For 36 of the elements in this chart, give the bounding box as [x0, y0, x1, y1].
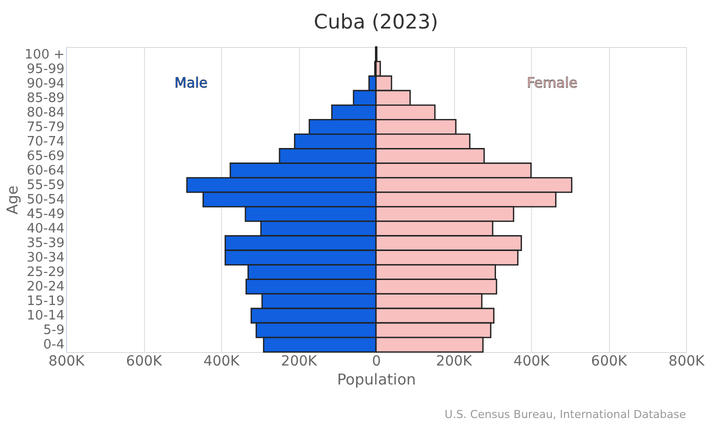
y-axis-title: Age	[4, 185, 22, 215]
y-tick-label: 70-74	[26, 134, 64, 150]
x-tick-label: 600K	[591, 354, 628, 370]
x-axis-title: Population	[337, 370, 416, 388]
y-tick-label: 20-24	[26, 280, 64, 295]
y-tick-label: 80-84	[26, 105, 64, 120]
y-tick-label: 95-99	[26, 62, 64, 77]
y-tick-label: 75-79	[26, 120, 64, 135]
y-tick-label: 55-59	[26, 178, 64, 193]
y-tick-label: 45-49	[26, 207, 64, 222]
y-tick-label: 30-34	[26, 250, 64, 266]
x-tick-label: 600K	[126, 354, 163, 370]
text: Female	[526, 75, 578, 92]
y-tick-label: 10-14	[26, 308, 64, 324]
y-tick-label: 100 +	[24, 47, 64, 62]
x-tick-label: 200K	[436, 354, 473, 370]
y-tick-label: 35-39	[26, 236, 64, 252]
text: Male	[174, 75, 208, 92]
y-tick-label: 60-64	[26, 163, 64, 178]
y-tick-label: 90-94	[26, 76, 64, 92]
y-tick-label: 40-44	[26, 222, 64, 237]
y-tick-label: 0-4	[43, 338, 64, 353]
x-tick-label: 800K	[48, 354, 86, 370]
x-tick-label: 400K	[514, 354, 550, 370]
y-tick-label: 25-29	[26, 265, 64, 280]
x-tick-label: 800K	[668, 354, 706, 370]
y-tick-label: 85-89	[26, 90, 64, 106]
x-tick-label: 0	[372, 354, 381, 370]
y-tick-label: 5-9	[43, 323, 64, 338]
y-tick-label: 65-69	[26, 148, 64, 164]
text: U.S. Census Bureau, International Database	[444, 408, 686, 421]
y-tick-label: 50-54	[26, 192, 64, 208]
y-tick-label: 15-19	[26, 294, 64, 310]
chart-title: Cuba (2023)	[314, 9, 438, 34]
x-tick-label: 400K	[204, 354, 240, 370]
x-tick-label: 200K	[281, 354, 318, 370]
